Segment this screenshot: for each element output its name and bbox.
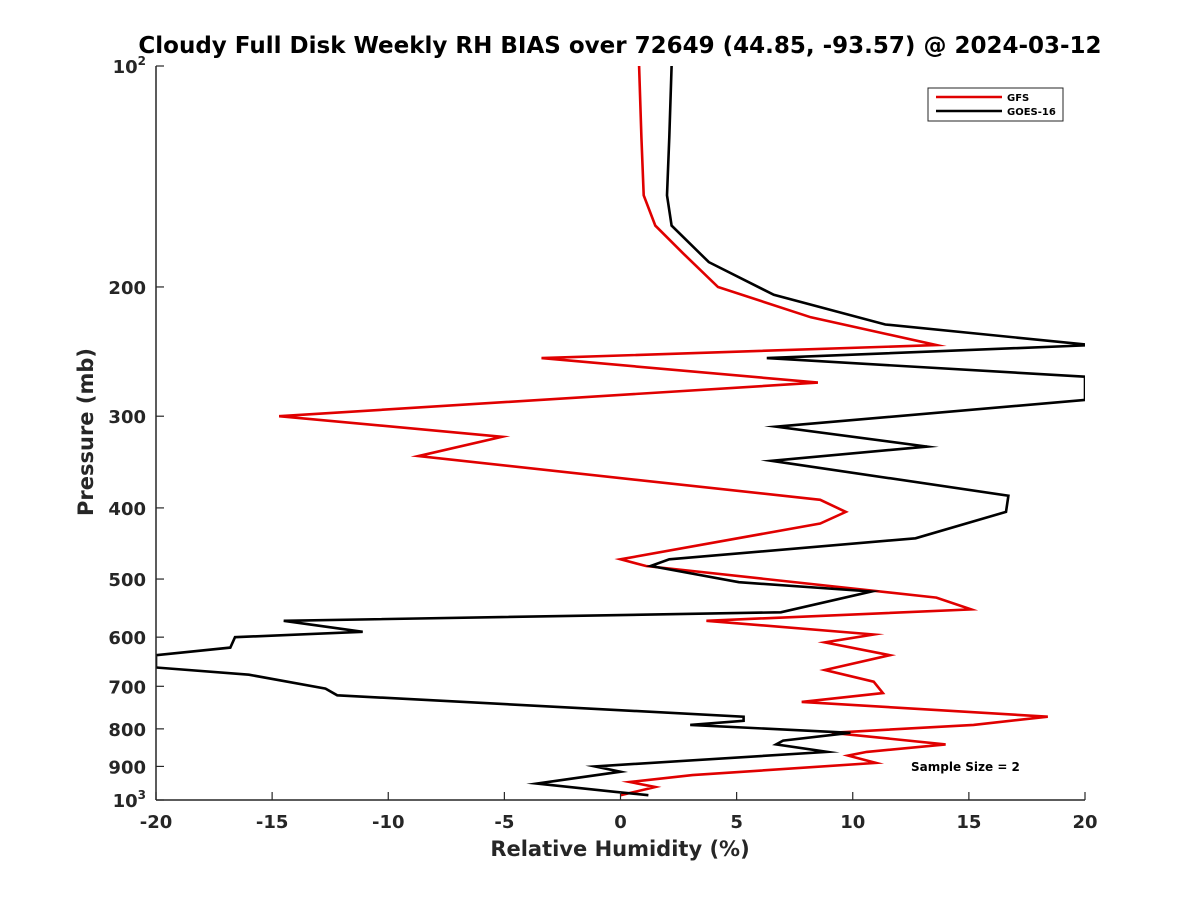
x-tick-label: 20 (1072, 812, 1097, 833)
x-tick-label: -10 (372, 812, 405, 833)
series-line-gfs (278, 66, 1048, 797)
legend: GFS GOES-16 (927, 87, 1064, 122)
x-tick-label: -15 (256, 812, 289, 833)
y-axis-label: Pressure (mb) (74, 348, 98, 516)
legend-gfs-label: GFS (1007, 93, 1029, 104)
chart-title: Cloudy Full Disk Weekly RH BIAS over 726… (138, 33, 1101, 59)
legend-box (927, 87, 1064, 122)
plot-area: -20 -15 -10 -5 0 5 10 15 20 102 200 300 400 500 600 70… (108, 54, 1097, 833)
y-tick-label: 600 (108, 628, 146, 649)
x-tick-label: 10 (840, 812, 865, 833)
sample-size-annotation: Sample Size = 2 (911, 760, 1020, 774)
series-layer (156, 66, 1085, 797)
x-tick-label: 5 (730, 812, 743, 833)
y-tick-label: 102 (113, 54, 146, 78)
x-ticks: -20 -15 -10 -5 0 5 10 15 20 (140, 792, 1098, 833)
y-tick-label: 800 (108, 720, 146, 741)
x-tick-label: -5 (494, 812, 514, 833)
y-tick-label: 200 (108, 278, 146, 299)
y-tick-label: 500 (108, 570, 146, 591)
x-tick-label: 0 (614, 812, 627, 833)
plot-frame (156, 66, 1085, 800)
y-tick-label: 400 (108, 499, 146, 520)
x-tick-label: -20 (140, 812, 173, 833)
y-tick-label: 103 (113, 788, 146, 812)
x-tick-label: 15 (956, 812, 981, 833)
y-tick-label: 700 (108, 677, 146, 698)
legend-goes16-label: GOES-16 (1007, 107, 1056, 118)
x-axis-label: Relative Humidity (%) (490, 837, 749, 861)
y-tick-label: 900 (108, 757, 146, 778)
series-line-goes-16 (156, 66, 1085, 797)
y-ticks: 102 200 300 400 500 600 700 800 900 103 (108, 54, 164, 812)
y-tick-label: 300 (108, 407, 146, 428)
